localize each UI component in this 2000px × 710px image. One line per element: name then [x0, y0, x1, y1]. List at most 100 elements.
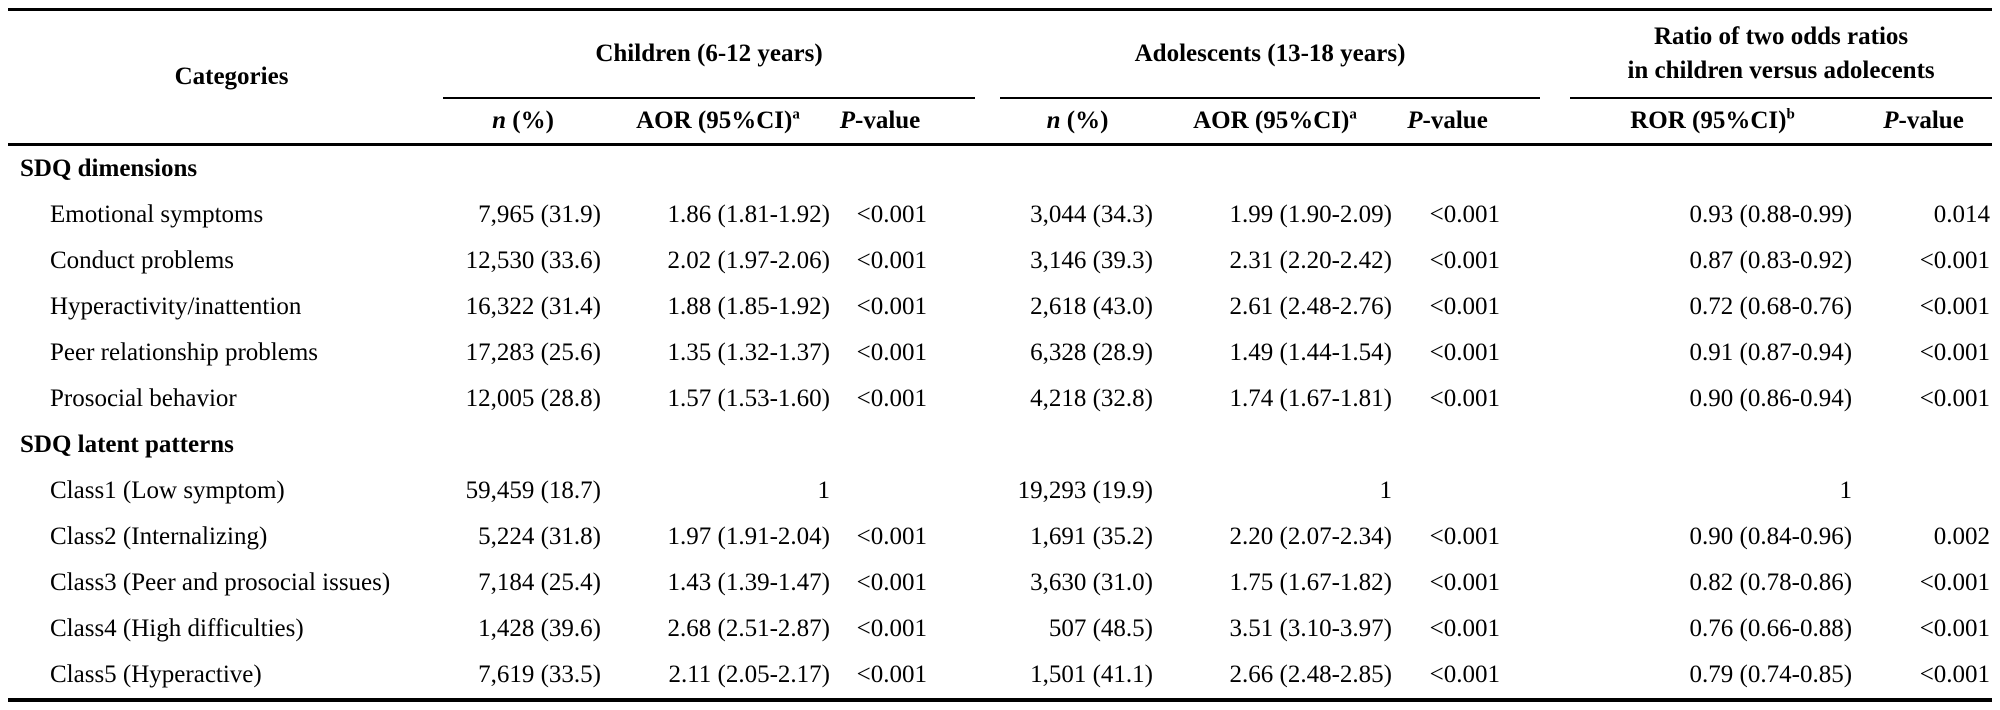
- section-header: SDQ dimensions: [20, 155, 198, 182]
- cell-c_p: <0.001: [856, 523, 927, 550]
- column-gap: [1540, 330, 1570, 376]
- cell-a_aor: 1.75 (1.67-1.82): [1229, 569, 1392, 596]
- row-category: Emotional symptoms: [50, 201, 264, 228]
- cell-a_aor: 2.20 (2.07-2.34): [1229, 523, 1392, 550]
- cell-a_n: 2,618 (43.0): [1030, 293, 1153, 320]
- cell-a_p: <0.001: [1429, 523, 1501, 550]
- cell-a_p: <0.001: [1429, 201, 1501, 228]
- cell-ror: 0.76 (0.66-0.88): [1689, 615, 1853, 642]
- cell-r_p: <0.001: [1919, 247, 1991, 274]
- group-header-adolescents: Adolescents (13-18 years): [1000, 9, 1541, 99]
- cell-c_n: 12,005 (28.8): [465, 385, 601, 412]
- cell-c_n: 16,322 (31.4): [465, 293, 601, 320]
- group-header-children: Children (6-12 years): [443, 9, 975, 99]
- cell-a_n: 1,501 (41.1): [1000, 652, 1155, 702]
- empty-cell: [833, 145, 975, 193]
- empty-cell: [1570, 422, 1855, 468]
- empty-cell: [975, 422, 1000, 468]
- cell-c_aor: 1.86 (1.81-1.92): [667, 201, 830, 228]
- empty-cell: [1540, 422, 1570, 468]
- cell-ror: 0.93 (0.88-0.99): [1689, 201, 1853, 228]
- column-gap: [975, 192, 1000, 238]
- cell-a_p: <0.001: [1395, 652, 1541, 702]
- cell-a_p: [1395, 468, 1540, 514]
- column-gap: [1540, 10, 1570, 99]
- cell-a_aor: 1: [1379, 477, 1393, 504]
- cell-a_n: 3,044 (34.3): [1030, 201, 1153, 228]
- cell-ror: 0.90 (0.86-0.94): [1689, 385, 1853, 412]
- cell-c_p: <0.001: [856, 569, 927, 596]
- column-gap: [1540, 560, 1570, 606]
- table-row: Class5 (Hyperactive) 7,619 (33.5) 2.11 (2.…: [8, 652, 1993, 702]
- cell-r_p: <0.001: [1919, 615, 1991, 642]
- table-row: Peer relationship problems 17,283 (25.6) 1…: [8, 330, 1992, 376]
- cell-ror: 0.72 (0.68-0.76): [1689, 293, 1853, 320]
- ratio-title-line1: Ratio of two odds ratios: [1653, 23, 1909, 50]
- cell-r_p: [1855, 468, 1992, 514]
- table-row: Class4 (High difficulties) 1,428 (39.6) 2.…: [8, 606, 1992, 652]
- cell-c_aor: 1.88 (1.85-1.92): [667, 293, 830, 320]
- cell-a_p: <0.001: [1429, 339, 1501, 366]
- empty-cell: [1000, 145, 1155, 193]
- categories-column-header: Categories: [8, 9, 443, 146]
- sub-header-row: n (%) AOR (95%CI)a P-value n (%) AOR (95…: [8, 98, 1993, 146]
- cell-r_p: <0.001: [1919, 385, 1991, 412]
- cell-c_n: 59,459 (18.7): [465, 477, 601, 504]
- table-row: Emotional symptoms 7,965 (31.9) 1.86 (1.81…: [8, 192, 1992, 238]
- column-gap: [1540, 192, 1570, 238]
- cell-a_aor: 3.51 (3.10-3.97): [1229, 615, 1392, 642]
- cell-a_aor: 2.31 (2.20-2.42): [1229, 247, 1392, 274]
- row-category: Conduct problems: [50, 247, 235, 274]
- cell-c_n: 1,428 (39.6): [478, 615, 601, 642]
- cell-ror: 0.91 (0.87-0.94): [1689, 339, 1853, 366]
- column-gap: [975, 376, 1000, 422]
- cell-c_aor: 1.35 (1.32-1.37): [667, 339, 830, 366]
- cell-c_aor: 1.43 (1.39-1.47): [667, 569, 830, 596]
- column-gap: [1540, 468, 1570, 514]
- cell-a_n: 4,218 (32.8): [1030, 385, 1153, 412]
- col-header-n-children: n (%): [443, 98, 603, 146]
- cell-r_p: 0.002: [1933, 523, 1991, 550]
- column-gap: [975, 10, 1000, 99]
- column-gap: [1540, 284, 1570, 330]
- cell-c_p: <0.001: [856, 339, 927, 366]
- cell-c_aor: 1.97 (1.91-2.04): [667, 523, 830, 550]
- row-category: Class3 (Peer and prosocial issues): [50, 569, 391, 596]
- cell-c_aor: 2.11 (2.05-2.17): [603, 652, 833, 702]
- column-gap: [1540, 652, 1571, 702]
- column-gap: [1540, 238, 1570, 284]
- cell-a_n: 3,630 (31.0): [1030, 569, 1153, 596]
- cell-a_aor: 1.49 (1.44-1.54): [1229, 339, 1392, 366]
- table-row: Hyperactivity/inattention 16,322 (31.4) 1.…: [8, 284, 1992, 330]
- col-header-pvalue-adolescents: P-value: [1395, 98, 1541, 146]
- cell-c_aor: 2.68 (2.51-2.87): [667, 615, 830, 642]
- table-row: Conduct problems 12,530 (33.6) 2.02 (1.97-…: [8, 238, 1992, 284]
- group-header-row: Categories Children (6-12 years) Adolesc…: [8, 9, 1993, 146]
- table-row: Prosocial behavior 12,005 (28.8) 1.57 (1.5…: [8, 376, 1992, 422]
- col-header-aor-adolescents: AOR (95%CI)a: [1155, 98, 1395, 146]
- cell-ror: 0.90 (0.84-0.96): [1689, 523, 1853, 550]
- cell-c_p: <0.001: [833, 652, 975, 702]
- row-category: Class2 (Internalizing): [50, 523, 268, 550]
- cell-c_p: [833, 468, 975, 514]
- cell-c_n: 5,224 (31.8): [478, 523, 601, 550]
- cell-ror: 0.87 (0.83-0.92): [1689, 247, 1853, 274]
- cell-a_n: 3,146 (39.3): [1030, 247, 1153, 274]
- cell-c_n: 12,530 (33.6): [465, 247, 601, 274]
- cell-r_p: <0.001: [1919, 339, 1991, 366]
- column-gap: [975, 606, 1000, 652]
- cell-c_n: 7,619 (33.5): [443, 652, 603, 702]
- cell-a_n: 19,293 (19.9): [1017, 477, 1153, 504]
- col-header-aor-children: AOR (95%CI)a: [603, 98, 833, 146]
- col-header-n-adolescents: n (%): [1000, 98, 1155, 146]
- cell-c_p: <0.001: [856, 247, 927, 274]
- cell-a_aor: 2.66 (2.48-2.85): [1155, 652, 1395, 702]
- empty-cell: [1570, 145, 1855, 193]
- row-category: Peer relationship problems: [50, 339, 318, 366]
- empty-cell: [1855, 145, 1992, 193]
- column-gap: [975, 468, 1000, 514]
- cell-a_n: 507 (48.5): [1048, 615, 1153, 642]
- section-header-row: SDQ dimensions: [8, 145, 1992, 193]
- empty-cell: [1155, 145, 1395, 193]
- row-category: Class5 (Hyperactive): [8, 652, 443, 702]
